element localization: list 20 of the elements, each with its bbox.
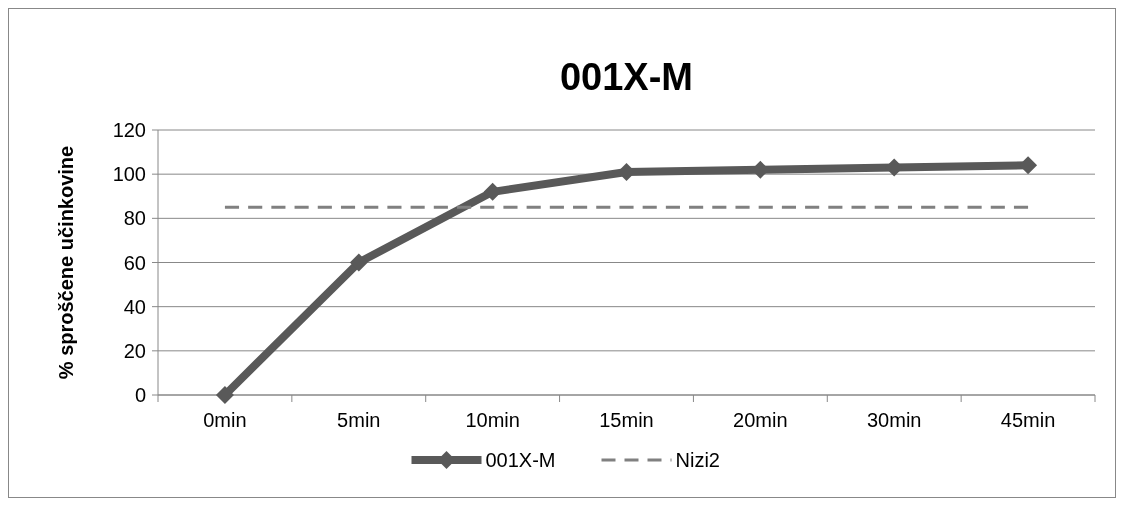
y-tick-label: 40 <box>123 295 146 318</box>
y-tick-label: 120 <box>112 119 146 141</box>
x-tick-label: 0min <box>203 409 247 431</box>
y-tick-label: 80 <box>123 207 146 230</box>
legend-label: 001X-M <box>485 449 556 471</box>
x-tick-label: 10min <box>465 409 520 431</box>
y-tick-label: 100 <box>112 163 146 186</box>
x-tick-label: 45min <box>1000 409 1056 431</box>
y-tick-label: 20 <box>123 339 146 362</box>
y-tick-label: 60 <box>123 251 146 274</box>
y-axis-title: % sproščene učinkovine <box>55 145 77 380</box>
point <box>349 253 368 272</box>
x-tick-label: 20min <box>733 409 788 431</box>
x-tick-label: 5min <box>337 409 381 431</box>
chart-title: 001X-M <box>559 56 694 98</box>
point <box>215 386 234 404</box>
legend-label: Nizi2 <box>675 449 720 471</box>
x-tick-label: 30min <box>866 409 922 431</box>
y-tick-label: 0 <box>134 384 146 406</box>
x-tick-label: 15min <box>599 409 654 431</box>
